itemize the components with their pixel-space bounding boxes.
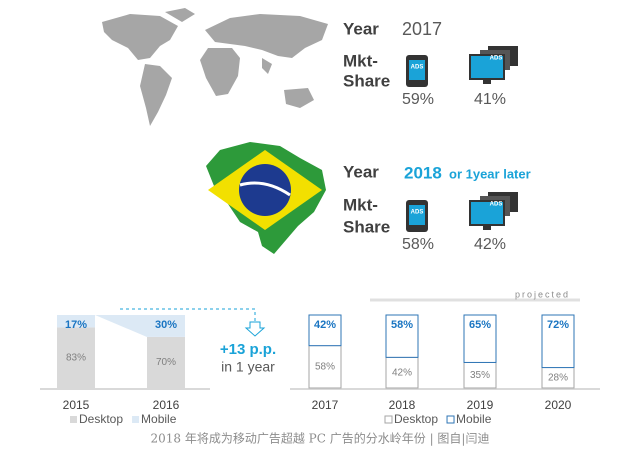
value-label: 65% <box>469 319 491 331</box>
legend-label: Mobile <box>141 412 177 426</box>
bar-segment <box>57 327 95 388</box>
legend-marker <box>384 415 393 424</box>
value-label: 42% <box>392 367 412 378</box>
year-note: or 1year later <box>449 166 531 181</box>
value-label: 58% <box>315 361 335 372</box>
mobile-share: 59% <box>402 91 434 108</box>
world-map <box>102 8 328 126</box>
phone-icon: ADS <box>406 55 428 87</box>
annotation: in 1 year <box>221 359 275 375</box>
value-label: 42% <box>314 319 336 331</box>
share-label: Share <box>343 217 390 236</box>
legend-label: Desktop <box>79 412 123 426</box>
value-label: 28% <box>548 372 568 383</box>
caption: 2018 年将成为移动广告超越 PC 广告的分水岭年份 | 图自|闫迪 <box>151 431 490 446</box>
value-label: 72% <box>547 319 569 331</box>
brazil-map <box>206 142 326 254</box>
x-tick-label: 2016 <box>153 398 180 412</box>
legend-marker <box>446 415 455 424</box>
value-label: 83% <box>66 352 86 363</box>
share-label: Mkt- <box>343 51 378 70</box>
x-tick-label: 2015 <box>63 398 90 412</box>
icon-text: ADS <box>490 56 503 62</box>
desktop-share: 41% <box>474 91 506 108</box>
bar-segment <box>385 314 419 358</box>
legend-marker <box>132 416 140 423</box>
desktop-icon: ADS <box>469 192 518 230</box>
bar-segment <box>308 314 342 347</box>
bar-segment <box>463 314 497 363</box>
x-tick-label: 2019 <box>467 398 494 412</box>
mobile-share: 58% <box>402 236 434 253</box>
bar-segment <box>385 356 419 389</box>
bar-segment <box>147 336 185 388</box>
x-tick-label: 2020 <box>545 398 572 412</box>
icon-text: ADS <box>411 210 424 216</box>
bar-segment <box>57 315 95 328</box>
year: 2017 <box>402 19 442 39</box>
year-label: Year <box>343 19 379 38</box>
share-label: Share <box>343 71 390 90</box>
connector <box>120 308 256 322</box>
icon-text: ADS <box>490 202 503 208</box>
desktop-icon: ADS <box>469 46 518 84</box>
legend-label: Desktop <box>394 412 438 426</box>
legend-label: Mobile <box>456 412 492 426</box>
annotation: projected <box>515 289 570 299</box>
year: 2018 <box>404 163 442 182</box>
desktop-share: 42% <box>474 236 506 253</box>
bar-segment <box>463 361 497 389</box>
legend-marker <box>70 416 77 423</box>
value-label: 35% <box>470 370 490 381</box>
down-arrow <box>244 321 266 337</box>
trend-wedge <box>95 315 147 337</box>
value-label: 17% <box>65 319 87 331</box>
value-label: 70% <box>156 357 176 368</box>
icon-text: ADS <box>411 65 424 71</box>
year-label: Year <box>343 162 379 181</box>
x-tick-label: 2017 <box>312 398 339 412</box>
x-tick-label: 2018 <box>389 398 416 412</box>
bar-segment <box>308 345 342 389</box>
annotation: +13 p.p. <box>220 341 276 358</box>
share-label: Mkt- <box>343 195 378 214</box>
value-label: 30% <box>155 319 177 331</box>
phone-icon: ADS <box>406 200 428 232</box>
bar-segment <box>147 315 185 337</box>
bar-segment <box>541 314 575 369</box>
value-label: 58% <box>391 319 413 331</box>
